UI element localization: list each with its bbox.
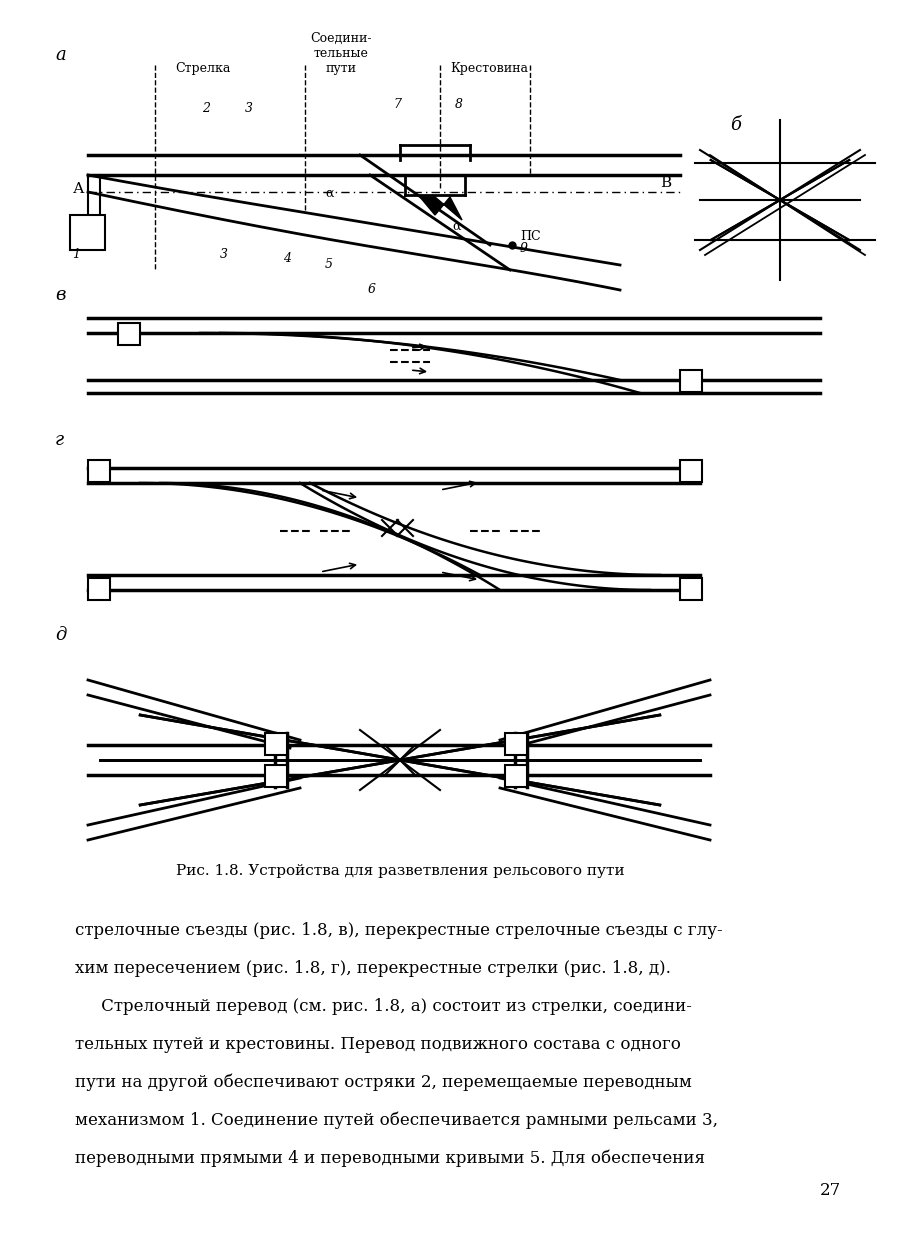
- Bar: [265, 764, 287, 787]
- Text: 4: 4: [283, 252, 291, 266]
- Polygon shape: [420, 197, 462, 220]
- Text: 6: 6: [368, 283, 376, 297]
- Text: α: α: [452, 220, 461, 233]
- Text: ПС: ПС: [520, 230, 541, 243]
- Text: Рис. 1.8. Устройства для разветвления рельсового пути: Рис. 1.8. Устройства для разветвления ре…: [176, 864, 625, 877]
- Bar: [88, 578, 110, 599]
- Text: г: г: [55, 431, 64, 449]
- Text: механизмом 1. Соединение путей обеспечивается рамными рельсами 3,: механизмом 1. Соединение путей обеспечив…: [75, 1112, 718, 1129]
- Text: α: α: [325, 187, 334, 200]
- Bar: [680, 460, 702, 482]
- Text: 1: 1: [72, 248, 80, 261]
- Text: пути на другой обеспечивают остряки 2, перемещаемые переводным: пути на другой обеспечивают остряки 2, п…: [75, 1073, 692, 1091]
- Text: переводными прямыми 4 и переводными кривыми 5. Для обеспечения: переводными прямыми 4 и переводными крив…: [75, 1149, 705, 1167]
- Text: Соедини-
тельные
пути: Соедини- тельные пути: [310, 32, 372, 74]
- Bar: [70, 215, 105, 249]
- Text: 3: 3: [245, 102, 253, 115]
- Text: тельных путей и крестовины. Перевод подвижного состава с одного: тельных путей и крестовины. Перевод подв…: [75, 1036, 681, 1054]
- Text: в: в: [55, 285, 66, 304]
- Text: 2: 2: [202, 102, 210, 115]
- Text: В: В: [660, 176, 671, 190]
- Text: 9: 9: [520, 242, 528, 254]
- Text: 27: 27: [820, 1181, 842, 1199]
- Text: 5: 5: [325, 258, 333, 271]
- Text: д: д: [55, 625, 67, 644]
- Text: стрелочные съезды (рис. 1.8, в), перекрестные стрелочные съезды с глу-: стрелочные съезды (рис. 1.8, в), перекре…: [75, 922, 723, 939]
- Text: б: б: [730, 115, 741, 134]
- Text: 3: 3: [220, 248, 228, 261]
- Text: хим пересечением (рис. 1.8, г), перекрестные стрелки (рис. 1.8, д).: хим пересечением (рис. 1.8, г), перекрес…: [75, 961, 671, 977]
- Bar: [680, 370, 702, 392]
- Text: а: а: [55, 46, 66, 65]
- Text: Крестовина: Крестовина: [450, 62, 528, 74]
- Bar: [505, 764, 527, 787]
- Bar: [118, 323, 140, 345]
- Text: А: А: [73, 182, 85, 196]
- Text: 8: 8: [455, 98, 463, 110]
- Text: 7: 7: [393, 98, 401, 110]
- Text: Стрелка: Стрелка: [175, 62, 230, 74]
- Bar: [680, 578, 702, 599]
- Bar: [265, 733, 287, 755]
- Bar: [88, 460, 110, 482]
- Bar: [505, 733, 527, 755]
- Text: Стрелочный перевод (см. рис. 1.8, а) состоит из стрелки, соедини-: Стрелочный перевод (см. рис. 1.8, а) сос…: [75, 998, 692, 1015]
